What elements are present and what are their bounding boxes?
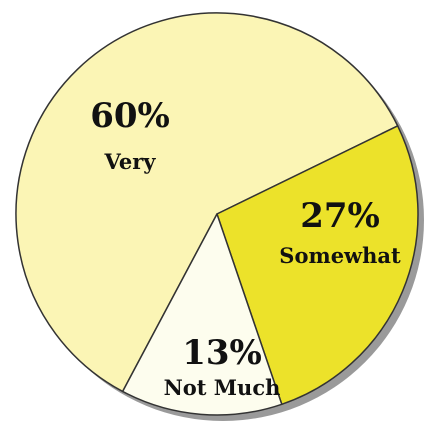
pie-slices [15, 12, 419, 416]
pie-slice-somewhat [216, 125, 419, 406]
slice-value-very: 60% [90, 96, 170, 136]
slice-label-somewhat: Somewhat [279, 243, 401, 268]
pie-slice-very [15, 12, 399, 393]
slice-label-very: Very [104, 149, 157, 174]
pie-slice-not-much [121, 213, 283, 416]
slice-value-somewhat: 27% [300, 196, 380, 236]
pie-labels: 60% Very 27% Somewhat 13% Not Much [90, 96, 401, 400]
slice-value-not-much: 13% [182, 333, 262, 373]
slice-label-not-much: Not Much [164, 375, 281, 400]
